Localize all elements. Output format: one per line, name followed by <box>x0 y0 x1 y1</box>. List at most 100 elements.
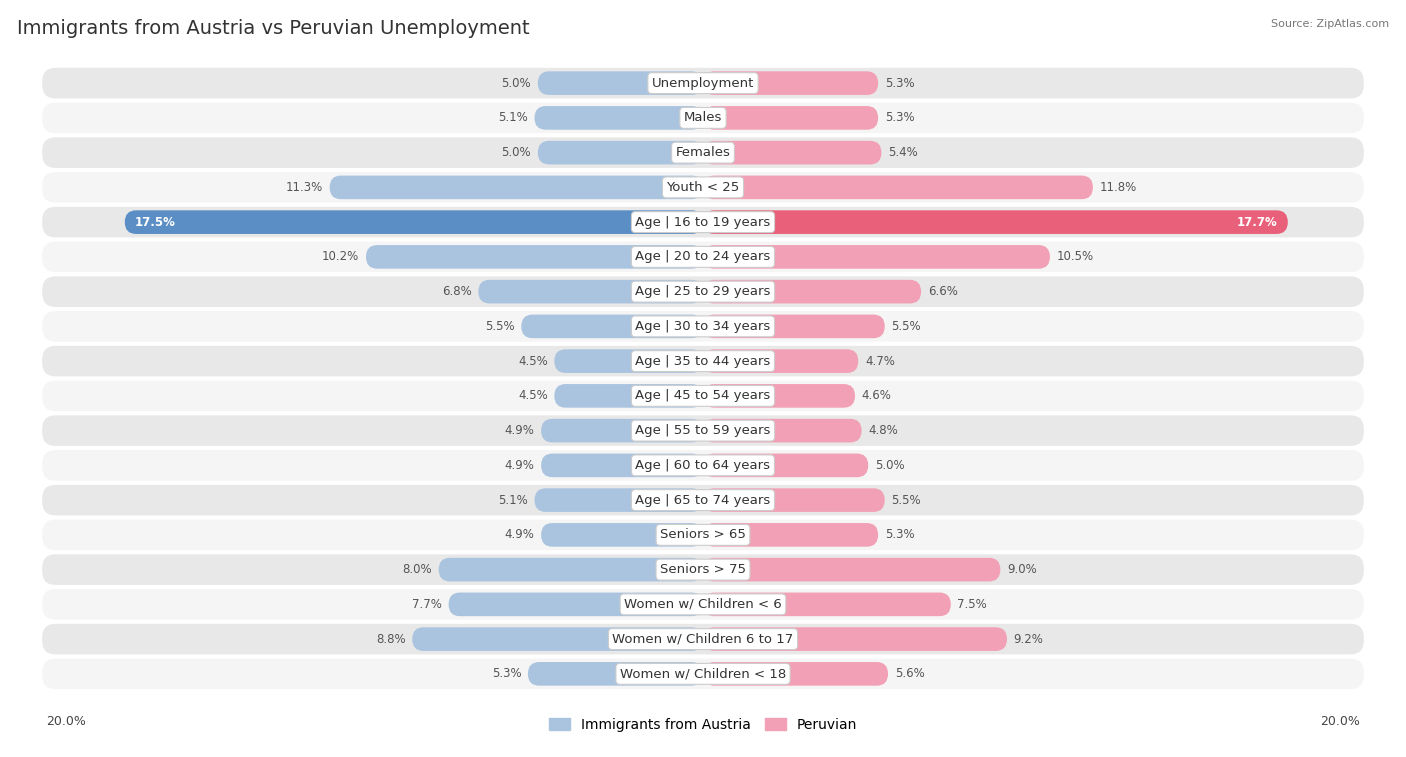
Text: 20.0%: 20.0% <box>46 715 86 728</box>
FancyBboxPatch shape <box>703 488 884 512</box>
FancyBboxPatch shape <box>703 210 1288 234</box>
FancyBboxPatch shape <box>703 315 884 338</box>
Text: 5.3%: 5.3% <box>884 528 914 541</box>
FancyBboxPatch shape <box>366 245 703 269</box>
Text: 17.5%: 17.5% <box>135 216 176 229</box>
Text: Males: Males <box>683 111 723 124</box>
Text: 11.3%: 11.3% <box>285 181 323 194</box>
FancyBboxPatch shape <box>703 558 1001 581</box>
Text: 4.5%: 4.5% <box>517 389 548 403</box>
FancyBboxPatch shape <box>42 381 1364 411</box>
FancyBboxPatch shape <box>42 519 1364 550</box>
FancyBboxPatch shape <box>42 137 1364 168</box>
Text: 20.0%: 20.0% <box>1320 715 1360 728</box>
FancyBboxPatch shape <box>703 419 862 442</box>
Text: 17.7%: 17.7% <box>1237 216 1278 229</box>
FancyBboxPatch shape <box>449 593 703 616</box>
FancyBboxPatch shape <box>541 453 703 477</box>
FancyBboxPatch shape <box>703 141 882 164</box>
FancyBboxPatch shape <box>534 488 703 512</box>
Text: 8.0%: 8.0% <box>402 563 432 576</box>
Text: Age | 20 to 24 years: Age | 20 to 24 years <box>636 251 770 263</box>
Text: 7.5%: 7.5% <box>957 598 987 611</box>
Text: 8.8%: 8.8% <box>375 633 405 646</box>
Text: 10.2%: 10.2% <box>322 251 360 263</box>
FancyBboxPatch shape <box>703 523 879 547</box>
FancyBboxPatch shape <box>527 662 703 686</box>
Text: 5.0%: 5.0% <box>875 459 904 472</box>
Text: 4.8%: 4.8% <box>868 424 898 437</box>
FancyBboxPatch shape <box>42 659 1364 689</box>
Text: 11.8%: 11.8% <box>1099 181 1136 194</box>
Text: 4.9%: 4.9% <box>505 528 534 541</box>
Text: 7.7%: 7.7% <box>412 598 441 611</box>
FancyBboxPatch shape <box>42 207 1364 238</box>
Text: Age | 60 to 64 years: Age | 60 to 64 years <box>636 459 770 472</box>
FancyBboxPatch shape <box>42 68 1364 98</box>
Text: 5.5%: 5.5% <box>485 320 515 333</box>
FancyBboxPatch shape <box>554 349 703 373</box>
Text: Seniors > 75: Seniors > 75 <box>659 563 747 576</box>
FancyBboxPatch shape <box>42 276 1364 307</box>
FancyBboxPatch shape <box>42 172 1364 203</box>
Text: 5.3%: 5.3% <box>884 111 914 124</box>
FancyBboxPatch shape <box>42 103 1364 133</box>
FancyBboxPatch shape <box>703 593 950 616</box>
Text: 6.8%: 6.8% <box>441 285 471 298</box>
FancyBboxPatch shape <box>42 416 1364 446</box>
Text: 9.2%: 9.2% <box>1014 633 1043 646</box>
Text: 5.1%: 5.1% <box>498 494 527 506</box>
Text: Age | 35 to 44 years: Age | 35 to 44 years <box>636 354 770 368</box>
Text: Women w/ Children 6 to 17: Women w/ Children 6 to 17 <box>613 633 793 646</box>
Text: Age | 65 to 74 years: Age | 65 to 74 years <box>636 494 770 506</box>
Text: 4.9%: 4.9% <box>505 424 534 437</box>
Text: 5.6%: 5.6% <box>894 668 924 681</box>
FancyBboxPatch shape <box>42 554 1364 585</box>
FancyBboxPatch shape <box>537 71 703 95</box>
Text: Youth < 25: Youth < 25 <box>666 181 740 194</box>
FancyBboxPatch shape <box>703 453 868 477</box>
FancyBboxPatch shape <box>703 280 921 304</box>
FancyBboxPatch shape <box>439 558 703 581</box>
Text: Unemployment: Unemployment <box>652 76 754 89</box>
Text: Women w/ Children < 6: Women w/ Children < 6 <box>624 598 782 611</box>
FancyBboxPatch shape <box>703 662 889 686</box>
Text: 6.6%: 6.6% <box>928 285 957 298</box>
FancyBboxPatch shape <box>703 245 1050 269</box>
Text: 5.0%: 5.0% <box>502 146 531 159</box>
FancyBboxPatch shape <box>541 419 703 442</box>
FancyBboxPatch shape <box>42 241 1364 273</box>
FancyBboxPatch shape <box>478 280 703 304</box>
Text: 5.3%: 5.3% <box>884 76 914 89</box>
FancyBboxPatch shape <box>42 346 1364 376</box>
FancyBboxPatch shape <box>703 628 1007 651</box>
Text: Females: Females <box>675 146 731 159</box>
FancyBboxPatch shape <box>522 315 703 338</box>
FancyBboxPatch shape <box>42 484 1364 516</box>
FancyBboxPatch shape <box>42 311 1364 341</box>
Text: 9.0%: 9.0% <box>1007 563 1036 576</box>
Text: 10.5%: 10.5% <box>1056 251 1094 263</box>
Text: Women w/ Children < 18: Women w/ Children < 18 <box>620 668 786 681</box>
FancyBboxPatch shape <box>329 176 703 199</box>
Text: Seniors > 65: Seniors > 65 <box>659 528 747 541</box>
Text: Age | 16 to 19 years: Age | 16 to 19 years <box>636 216 770 229</box>
FancyBboxPatch shape <box>42 450 1364 481</box>
Text: 5.5%: 5.5% <box>891 494 921 506</box>
FancyBboxPatch shape <box>703 71 879 95</box>
Text: 4.7%: 4.7% <box>865 354 894 368</box>
FancyBboxPatch shape <box>703 349 858 373</box>
Text: Source: ZipAtlas.com: Source: ZipAtlas.com <box>1271 19 1389 29</box>
FancyBboxPatch shape <box>554 384 703 408</box>
Text: 5.5%: 5.5% <box>891 320 921 333</box>
FancyBboxPatch shape <box>42 624 1364 654</box>
FancyBboxPatch shape <box>703 384 855 408</box>
Text: 4.5%: 4.5% <box>517 354 548 368</box>
FancyBboxPatch shape <box>534 106 703 129</box>
Text: Age | 30 to 34 years: Age | 30 to 34 years <box>636 320 770 333</box>
Text: 5.1%: 5.1% <box>498 111 527 124</box>
FancyBboxPatch shape <box>537 141 703 164</box>
FancyBboxPatch shape <box>125 210 703 234</box>
FancyBboxPatch shape <box>703 106 879 129</box>
Text: Age | 45 to 54 years: Age | 45 to 54 years <box>636 389 770 403</box>
